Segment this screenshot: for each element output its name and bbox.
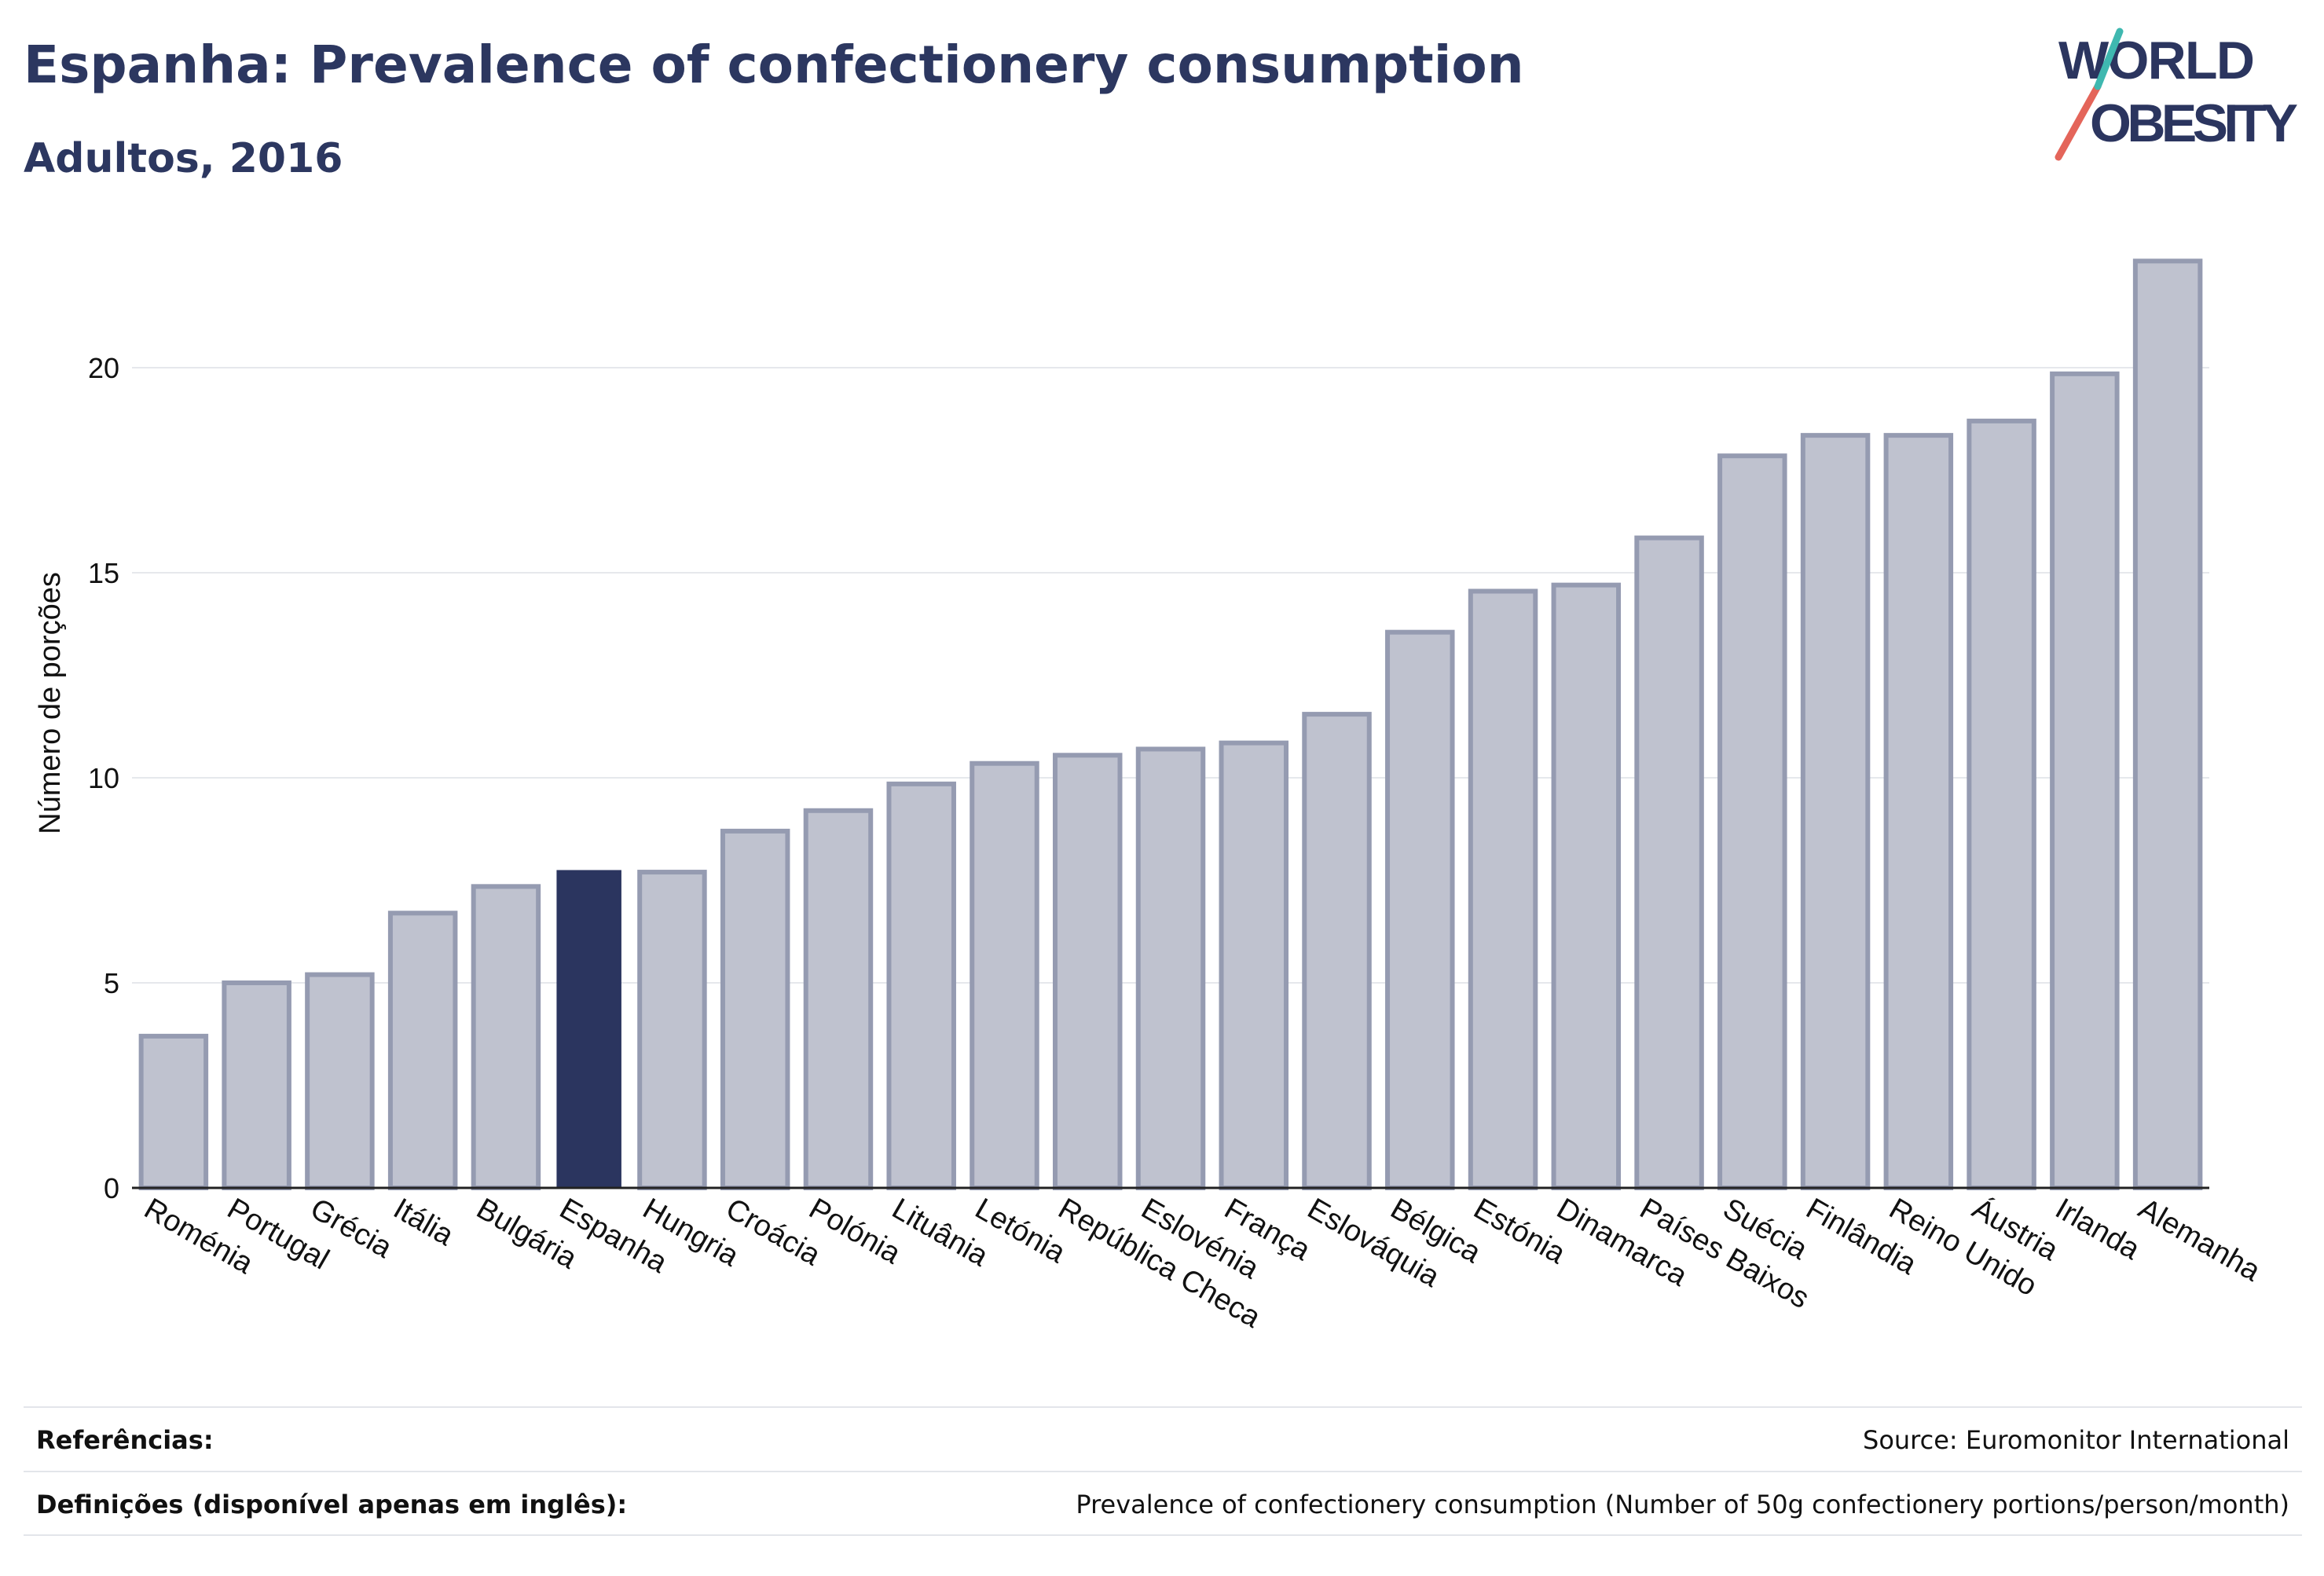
definitions-row: Definições (disponível apenas em inglês)…	[24, 1471, 2302, 1537]
bar-croácia	[720, 828, 790, 1190]
x-tick-label: Polónia	[803, 1192, 907, 1270]
bar-república-checa	[1052, 753, 1123, 1190]
bars	[138, 258, 2203, 1191]
svg-text:WORLD: WORLD	[2058, 31, 2255, 90]
bar-dinamarca	[1551, 582, 1622, 1190]
bar-roménia	[138, 1033, 209, 1190]
bar-hungria	[637, 870, 707, 1191]
x-tick-label: Estónia	[1468, 1192, 1572, 1270]
definitions-value: Prevalence of confectionery consumption …	[1076, 1490, 2289, 1519]
references-row: Referências: Source: Euromonitor Interna…	[24, 1406, 2302, 1472]
bar-irlanda	[2050, 371, 2120, 1191]
y-tick-label: 15	[88, 557, 119, 589]
y-tick-label: 10	[88, 762, 119, 794]
footer-divider	[24, 1534, 2302, 1536]
chart-subtitle: Adultos, 2016	[24, 135, 343, 182]
references-value: Source: Euromonitor International	[1863, 1425, 2289, 1455]
references-label: Referências:	[36, 1425, 214, 1455]
bar-letónia	[970, 761, 1039, 1190]
x-tick-label: Irlanda	[2050, 1192, 2146, 1266]
bar-estónia	[1468, 588, 1538, 1190]
bar-eslovénia	[1135, 746, 1206, 1190]
definitions-label: Definições (disponível apenas em inglês)…	[36, 1490, 628, 1519]
bar-espanha	[556, 870, 621, 1188]
x-tick-label: Lituânia	[886, 1192, 994, 1273]
y-tick-label: 0	[104, 1172, 119, 1204]
y-axis-label: Número de porções	[34, 572, 67, 834]
y-tick-labels: 0 5 10 15 20	[88, 352, 119, 1204]
bar-grécia	[305, 972, 375, 1191]
y-tick-label: 20	[88, 352, 119, 384]
bar-lituânia	[886, 781, 956, 1190]
x-tick-label: Croácia	[720, 1192, 827, 1272]
chart-title: Espanha: Prevalence of confectionery con…	[24, 35, 1524, 95]
svg-text:OBESITY: OBESITY	[2090, 93, 2298, 153]
x-tick-label: Itália	[388, 1192, 460, 1252]
bar-portugal	[222, 980, 291, 1190]
bar-países-baixos	[1634, 535, 1704, 1190]
bar-áustria	[1967, 418, 2036, 1190]
bar-finlândia	[1800, 433, 1871, 1190]
bar-eslováquia	[1302, 712, 1372, 1190]
bar-alemanha	[2132, 258, 2203, 1190]
bar-frança	[1219, 740, 1289, 1190]
bar-suécia	[1717, 453, 1787, 1190]
bar-itália	[387, 911, 458, 1190]
x-tick-label: Alemanha	[2133, 1192, 2267, 1288]
bar-bélgica	[1385, 629, 1455, 1190]
world-obesity-logo: WORLD OBESITY	[2055, 27, 2298, 161]
bar-reino-unido	[1883, 433, 1954, 1190]
bar-polónia	[803, 808, 874, 1190]
bar-bulgária	[471, 884, 541, 1190]
y-tick-label: 5	[104, 967, 119, 999]
